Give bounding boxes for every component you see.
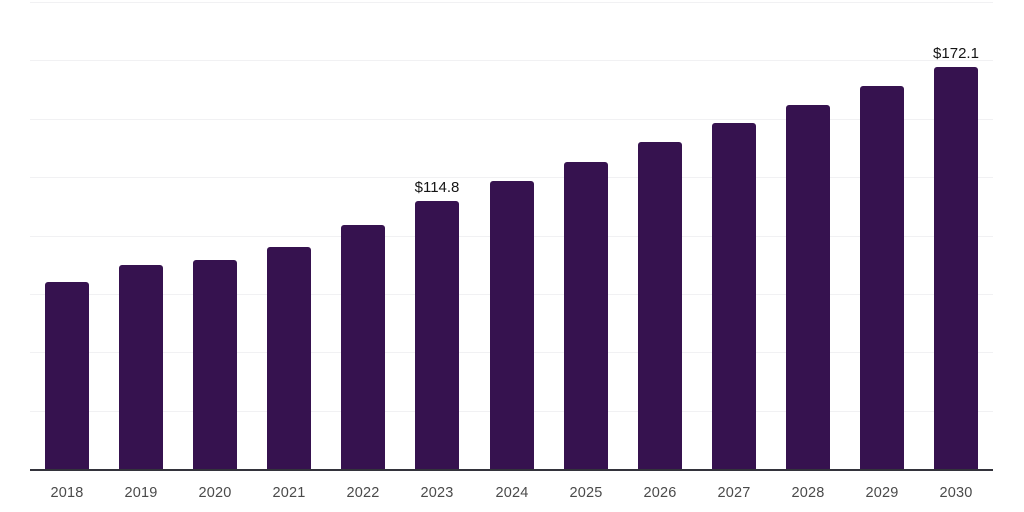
- x-label-2024: 2024: [495, 485, 529, 501]
- value-label-2023: $114.8: [414, 179, 460, 196]
- bar-2026[interactable]: [638, 142, 682, 469]
- bar-2028[interactable]: [786, 105, 830, 469]
- bar-2021[interactable]: [267, 247, 311, 469]
- x-label-2020: 2020: [198, 485, 232, 501]
- x-label-2030: 2030: [939, 485, 973, 501]
- gridline-150: [30, 119, 993, 120]
- bar-2023[interactable]: [415, 201, 459, 469]
- x-label-2028: 2028: [791, 485, 825, 501]
- value-label-2030: $172.1: [933, 45, 979, 62]
- gridline-200: [30, 2, 993, 3]
- x-label-2023: 2023: [420, 485, 454, 501]
- x-label-2025: 2025: [569, 485, 603, 501]
- bar-2022[interactable]: [341, 225, 385, 469]
- bar-2020[interactable]: [193, 260, 237, 469]
- x-label-2026: 2026: [643, 485, 677, 501]
- x-label-2018: 2018: [50, 485, 84, 501]
- bar-2019[interactable]: [119, 265, 163, 469]
- x-axis-line: [30, 469, 993, 471]
- x-label-2021: 2021: [272, 485, 306, 501]
- bar-2029[interactable]: [860, 86, 904, 469]
- bar-2030[interactable]: [934, 67, 978, 469]
- x-label-2029: 2029: [865, 485, 899, 501]
- gridline-125: [30, 177, 993, 178]
- bar-2018[interactable]: [45, 282, 89, 469]
- bar-2027[interactable]: [712, 123, 756, 469]
- x-label-2022: 2022: [346, 485, 380, 501]
- x-label-2019: 2019: [124, 485, 158, 501]
- x-label-2027: 2027: [717, 485, 751, 501]
- bar-2024[interactable]: [490, 181, 534, 469]
- bar-2025[interactable]: [564, 162, 608, 469]
- gridline-175: [30, 60, 993, 61]
